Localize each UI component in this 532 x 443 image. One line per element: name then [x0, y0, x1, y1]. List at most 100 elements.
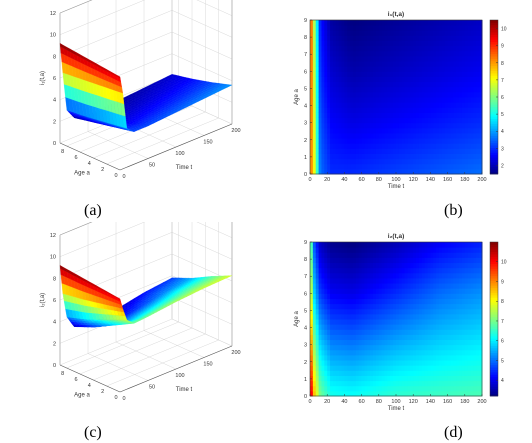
heatmap-cell — [436, 163, 440, 170]
heatmap-cell — [396, 40, 400, 47]
heatmap-cell — [390, 380, 394, 387]
heatmap-cell — [321, 277, 325, 284]
heatmap-cell — [436, 283, 440, 289]
heatmap-cell — [381, 86, 386, 93]
colorbar-segment — [490, 113, 498, 117]
heatmap-cell — [361, 385, 365, 392]
heatmap-cell — [370, 242, 374, 248]
heatmap-cell — [470, 81, 474, 88]
heatmap-cell — [444, 324, 449, 330]
heatmap-cell — [450, 293, 454, 299]
heatmap-cell — [384, 102, 388, 108]
heatmap-cell — [335, 370, 340, 376]
heatmap-cell — [441, 385, 446, 392]
heatmap-cell — [338, 55, 343, 62]
heatmap-cell — [396, 288, 400, 294]
heatmap-cell — [324, 257, 328, 264]
heatmap-cell — [358, 257, 363, 264]
heatmap-cell — [361, 257, 365, 264]
heatmap-cell — [390, 365, 394, 371]
heatmap-cell — [430, 277, 434, 284]
heatmap-cell — [310, 30, 314, 36]
heatmap-cell — [321, 35, 325, 42]
heatmap-cell — [456, 102, 460, 108]
heatmap-cell — [327, 25, 331, 31]
heatmap-cell — [341, 257, 345, 264]
heatmap-cell — [375, 390, 380, 397]
heatmap-cell — [418, 97, 423, 103]
heatmap-cell — [407, 277, 411, 284]
heatmap-cell — [473, 35, 477, 42]
heatmap-cell — [367, 143, 371, 149]
heatmap-cell — [467, 76, 472, 83]
heatmap-cell — [430, 97, 434, 103]
heatmap-cell — [332, 107, 337, 113]
heatmap-cell — [347, 143, 351, 149]
heatmap-cell — [350, 138, 354, 144]
heatmap-cell — [353, 35, 357, 42]
heatmap-cell — [413, 298, 417, 305]
heatmap-cell — [375, 283, 380, 289]
heatmap-cell — [398, 329, 403, 335]
heatmap-cell — [404, 339, 408, 346]
heatmap-cell — [467, 117, 472, 124]
heatmap-cell — [364, 153, 368, 160]
heatmap-cell — [404, 385, 408, 392]
heatmap-cell — [335, 30, 340, 36]
heatmap-cell — [350, 329, 354, 335]
heatmap-cell — [390, 97, 394, 103]
heatmap-cell — [373, 319, 377, 325]
heatmap-cell — [439, 298, 443, 305]
heatmap-cell — [335, 288, 340, 294]
heatmap-cell — [361, 91, 365, 98]
heatmap-cell — [444, 127, 449, 134]
heatmap-cell — [367, 81, 371, 88]
heatmap-cell — [318, 50, 322, 57]
heatmap-cell — [330, 61, 334, 67]
heatmap-cell — [338, 66, 343, 72]
heatmap-cell — [347, 365, 351, 371]
heatmap-cell — [361, 86, 365, 93]
heatmap-cell — [404, 242, 408, 248]
heatmap-cell — [416, 390, 420, 397]
heatmap-cell — [407, 313, 411, 320]
heatmap-cell — [441, 35, 446, 42]
heatmap-cell — [312, 25, 317, 31]
heatmap-cell — [341, 117, 345, 124]
grid-line — [143, 330, 205, 358]
heatmap-cell — [373, 107, 377, 113]
heatmap-cell — [393, 153, 397, 160]
heatmap-cell — [470, 86, 474, 93]
heatmap-cell — [410, 40, 414, 47]
heatmap-cell — [444, 132, 449, 139]
heatmap-cell — [444, 319, 449, 325]
heatmap-cell — [321, 158, 325, 165]
heatmap-cell — [327, 257, 331, 264]
heatmap-cell — [450, 272, 454, 279]
heatmap-cell — [327, 158, 331, 165]
heatmap-cell — [398, 55, 403, 62]
heatmap-cell — [413, 107, 417, 113]
heatmap-cell — [338, 143, 343, 149]
time-tick-label: 150 — [203, 362, 212, 368]
heatmap-cell — [330, 127, 334, 134]
x-tick-label: 20 — [324, 177, 330, 183]
heatmap-cell — [393, 262, 397, 269]
heatmap-cell — [370, 122, 374, 129]
heatmap-cell — [404, 30, 408, 36]
heatmap-cell — [324, 153, 328, 160]
heatmap-cell — [479, 97, 483, 103]
heatmap-cell — [427, 91, 431, 98]
heatmap-cell — [473, 20, 477, 26]
heatmap-cell — [450, 91, 454, 98]
heatmap-cell — [436, 143, 440, 149]
heatmap-cell — [401, 50, 406, 57]
heatmap-cell — [338, 349, 343, 356]
heatmap-cell — [324, 122, 328, 129]
heatmap-cell — [375, 86, 380, 93]
heatmap-cell — [393, 163, 397, 170]
heatmap-cell — [358, 45, 363, 52]
heatmap-cell — [370, 97, 374, 103]
heatmap-cell — [318, 35, 322, 42]
heatmap-cell — [361, 20, 365, 26]
